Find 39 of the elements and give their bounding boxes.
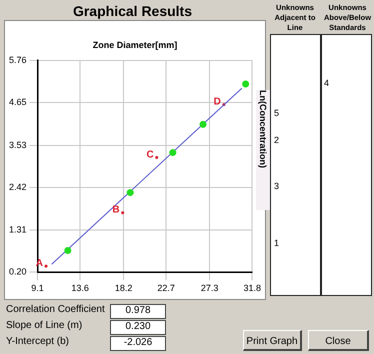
text: Y-Intercept (b)	[6, 336, 70, 349]
y-tick-label: 5.76	[8, 54, 27, 65]
point	[44, 264, 48, 268]
point	[200, 120, 207, 128]
data-label: C	[146, 149, 154, 160]
x-tick-label: 27.3	[200, 283, 218, 294]
point	[155, 156, 158, 160]
point	[121, 211, 124, 214]
text: Close	[308, 330, 369, 351]
y-tick-label: 4.65	[8, 97, 27, 108]
y-axis-title: Ln(Concentration)	[256, 90, 270, 210]
x-tick-label: 9.1	[31, 283, 44, 294]
text: Correlation Coefficient	[6, 304, 106, 317]
y-tick-label: 3.53	[8, 140, 27, 150]
text: 0.978	[110, 304, 166, 319]
text: 3	[274, 181, 280, 193]
x-tick-label: 18.2	[114, 283, 132, 294]
text: 1	[274, 238, 280, 250]
point	[64, 246, 72, 254]
text: Slope of Line (m)	[6, 320, 84, 333]
data-label: B	[112, 204, 120, 216]
data-label: D	[214, 96, 221, 108]
text: Print Graph	[243, 330, 302, 351]
y-tick-label: 1.31	[8, 224, 27, 234]
x-tick-label: 31.8	[243, 283, 262, 294]
y-tick-label: 0.20	[8, 266, 27, 277]
point	[126, 189, 134, 196]
y-tick-label: 2.42	[8, 182, 27, 192]
text: 4	[324, 78, 330, 90]
point	[242, 80, 250, 88]
text: -2.026	[110, 336, 166, 351]
x-tick-label: 22.7	[157, 283, 175, 294]
point	[169, 149, 176, 156]
text: 5	[274, 108, 280, 120]
x-tick-label: 13.6	[71, 283, 89, 294]
x-axis-title: Zone Diameter[mm]	[92, 40, 178, 52]
text: 0.230	[110, 320, 166, 335]
chart-title: Graphical Results	[72, 3, 194, 21]
text: 2	[274, 135, 280, 147]
